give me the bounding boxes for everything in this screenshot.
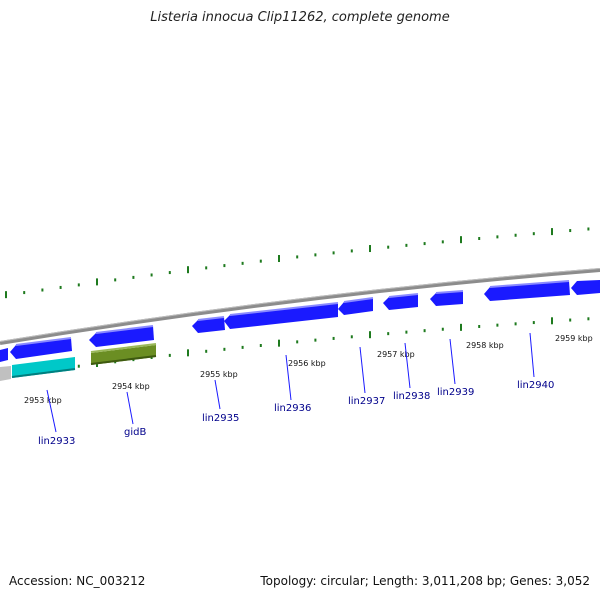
lower-tick xyxy=(369,331,371,339)
upper-tick xyxy=(587,227,590,231)
gene-arrow-lin2938[interactable] xyxy=(383,294,418,310)
upper-tick xyxy=(205,266,208,270)
lower-tick xyxy=(314,338,317,342)
lower-tick xyxy=(460,323,462,331)
upper-tick xyxy=(350,249,353,253)
forward-genes xyxy=(0,280,600,362)
lower-tick xyxy=(241,345,244,349)
upper-tick xyxy=(278,255,280,263)
kbp-label: 2959 kbp xyxy=(555,334,593,343)
upper-tick xyxy=(569,229,572,233)
gene-arrow-gidB[interactable] xyxy=(91,345,156,365)
kbp-label: 2954 kbp xyxy=(112,382,150,391)
upper-tick xyxy=(77,283,80,287)
upper-tick xyxy=(441,240,444,244)
upper-tick xyxy=(514,233,517,237)
gene-label-gidB[interactable]: gidB xyxy=(124,427,146,438)
upper-tick xyxy=(478,236,481,240)
gene-label-lin2940[interactable]: lin2940 xyxy=(517,380,554,391)
lower-tick xyxy=(296,340,299,344)
gene-arrow-partial-right[interactable] xyxy=(571,280,600,295)
upper-tick xyxy=(532,232,535,236)
kbp-scale: 2953 kbp 2954 kbp 2955 kbp 2956 kbp 2957… xyxy=(24,334,593,405)
gene-label-lin2933[interactable]: lin2933 xyxy=(38,436,75,447)
gene-arrow-lin2935[interactable] xyxy=(192,317,225,333)
upper-tick xyxy=(59,285,62,289)
upper-tick xyxy=(223,264,226,268)
lower-tick xyxy=(423,329,426,333)
upper-tick xyxy=(460,236,462,244)
gene-arrow-lin2936[interactable] xyxy=(224,303,338,329)
upper-tick xyxy=(96,278,98,286)
kbp-label: 2955 kbp xyxy=(200,370,238,379)
upper-tick xyxy=(114,278,117,282)
kbp-label: 2958 kbp xyxy=(466,341,504,350)
lower-tick xyxy=(259,344,262,348)
accession-text: Accession: NC_003212 xyxy=(9,574,146,588)
gene-label-lin2939[interactable]: lin2939 xyxy=(437,387,474,398)
kbp-label: 2957 kbp xyxy=(377,350,415,359)
lower-tick xyxy=(205,349,208,353)
upper-tick xyxy=(132,275,135,279)
upper-tick-row xyxy=(5,227,590,299)
gene-arrow-lin2933[interactable] xyxy=(10,338,72,359)
lower-tick xyxy=(441,327,444,331)
upper-tick xyxy=(259,259,262,263)
gene-arrow-grey[interactable] xyxy=(0,366,11,381)
kbp-label: 2956 kbp xyxy=(288,359,326,368)
upper-tick xyxy=(423,242,426,246)
lower-tick xyxy=(587,317,590,321)
gene-label-lin2936[interactable]: lin2936 xyxy=(274,403,311,414)
upper-tick xyxy=(314,253,317,257)
upper-tick xyxy=(23,291,26,295)
lower-tick xyxy=(187,349,189,357)
gene-labels: lin2933 gidB lin2935 lin2936 lin2937 lin… xyxy=(38,380,554,447)
lower-tick xyxy=(168,353,171,357)
kbp-label: 2953 kbp xyxy=(24,396,62,405)
genome-summary-text: Topology: circular; Length: 3,011,208 bp… xyxy=(260,574,590,588)
upper-tick xyxy=(405,243,408,247)
map-title: Listeria innocua Clip11262, complete gen… xyxy=(150,10,450,25)
lower-tick xyxy=(405,330,408,334)
label-leaders xyxy=(46,332,535,433)
lower-tick xyxy=(223,347,226,351)
lower-tick xyxy=(350,335,353,339)
gene-label-lin2938[interactable]: lin2938 xyxy=(393,391,430,402)
gene-label-lin2937[interactable]: lin2937 xyxy=(348,396,385,407)
lower-tick xyxy=(551,317,553,325)
upper-tick xyxy=(168,271,171,275)
lower-tick xyxy=(332,336,335,340)
gene-arrow-partial[interactable] xyxy=(0,348,8,362)
upper-tick xyxy=(41,288,44,292)
gene-arrow-upper-2[interactable] xyxy=(89,326,154,347)
upper-tick xyxy=(369,245,371,253)
lower-tick xyxy=(387,332,390,336)
genome-backbone-highlight xyxy=(0,268,600,342)
lower-tick xyxy=(496,323,499,327)
upper-tick xyxy=(496,235,499,239)
genome-backbone xyxy=(0,268,600,345)
lower-tick xyxy=(514,322,517,326)
upper-tick xyxy=(150,273,153,277)
lower-tick xyxy=(569,318,572,322)
upper-tick xyxy=(296,255,299,259)
lower-tick xyxy=(478,324,481,328)
upper-tick xyxy=(5,291,7,299)
lower-tick xyxy=(77,364,80,368)
upper-tick xyxy=(387,245,390,249)
upper-tick xyxy=(187,266,189,274)
upper-tick xyxy=(241,261,244,265)
upper-tick xyxy=(332,251,335,255)
gene-arrow-lin2939[interactable] xyxy=(430,291,463,306)
reverse-genes xyxy=(0,343,157,381)
upper-tick xyxy=(551,228,553,236)
gene-label-lin2935[interactable]: lin2935 xyxy=(202,413,239,424)
lower-tick xyxy=(532,321,535,325)
gene-arrow-cyan[interactable] xyxy=(12,357,75,378)
lower-tick xyxy=(278,339,280,347)
